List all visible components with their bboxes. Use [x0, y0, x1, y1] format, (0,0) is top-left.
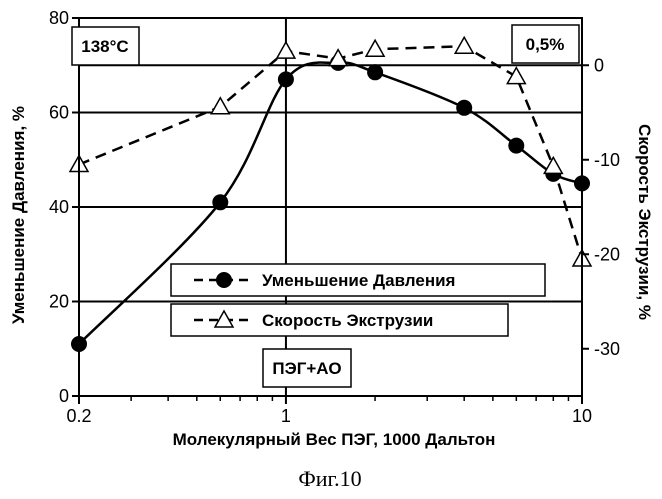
y-right-tick-label: -10 — [594, 150, 620, 170]
annotation-temperature-box: 138°C — [72, 27, 139, 65]
y-left-tick-label: 0 — [59, 386, 69, 406]
series-extrusion-point — [366, 40, 384, 56]
series-extrusion-point — [211, 98, 229, 114]
y-axis-right-label: Скорость Экструзии, % — [635, 124, 654, 320]
grid-layer — [79, 18, 582, 396]
y-left-tick-label: 60 — [49, 103, 69, 123]
annotation-concentration-box: 0,5% — [512, 25, 579, 63]
series-extrusion-point — [507, 68, 525, 84]
y-left-tick-label: 80 — [49, 8, 69, 28]
series-pressure-point — [508, 138, 524, 154]
y-left-tick-label: 20 — [49, 292, 69, 312]
series-pressure-point — [456, 100, 472, 116]
x-tick-label: 1 — [281, 406, 291, 426]
series-extrusion-point — [544, 157, 562, 173]
x-axis-label: Молекулярный Вес ПЭГ, 1000 Дальтон — [173, 430, 496, 449]
series-pressure-point — [212, 194, 228, 210]
annotation-composition-box: ПЭГ+АО — [263, 349, 351, 387]
legend-label-pressure: Уменьшение Давления — [262, 271, 455, 290]
series-pressure-point — [367, 64, 383, 80]
y-right-tick-label: -30 — [594, 339, 620, 359]
annotation-concentration: 0,5% — [526, 35, 565, 54]
y-right-tick-label: 0 — [594, 55, 604, 75]
x-tick-label: 10 — [572, 406, 592, 426]
legend-marker-pressure — [216, 272, 232, 288]
legend-label-extrusion: Скорость Экструзии — [262, 311, 433, 330]
annotation-composition: ПЭГ+АО — [272, 359, 341, 378]
x-tick-label: 0.2 — [66, 406, 91, 426]
legend: Уменьшение Давления Скорость Экструзии — [171, 264, 545, 336]
series-pressure-point — [278, 71, 294, 87]
figure-caption: Фиг.10 — [298, 466, 361, 491]
y-axis-left-label: Уменьшение Давления, % — [9, 106, 28, 324]
y-right-tick-label: -20 — [594, 244, 620, 264]
y-left-tick-label: 40 — [49, 197, 69, 217]
series-extrusion-point — [277, 42, 295, 58]
series-extrusion-line — [79, 46, 582, 259]
annotation-temperature: 138°C — [81, 37, 128, 56]
curves-layer — [79, 46, 582, 344]
series-extrusion-point — [455, 37, 473, 53]
